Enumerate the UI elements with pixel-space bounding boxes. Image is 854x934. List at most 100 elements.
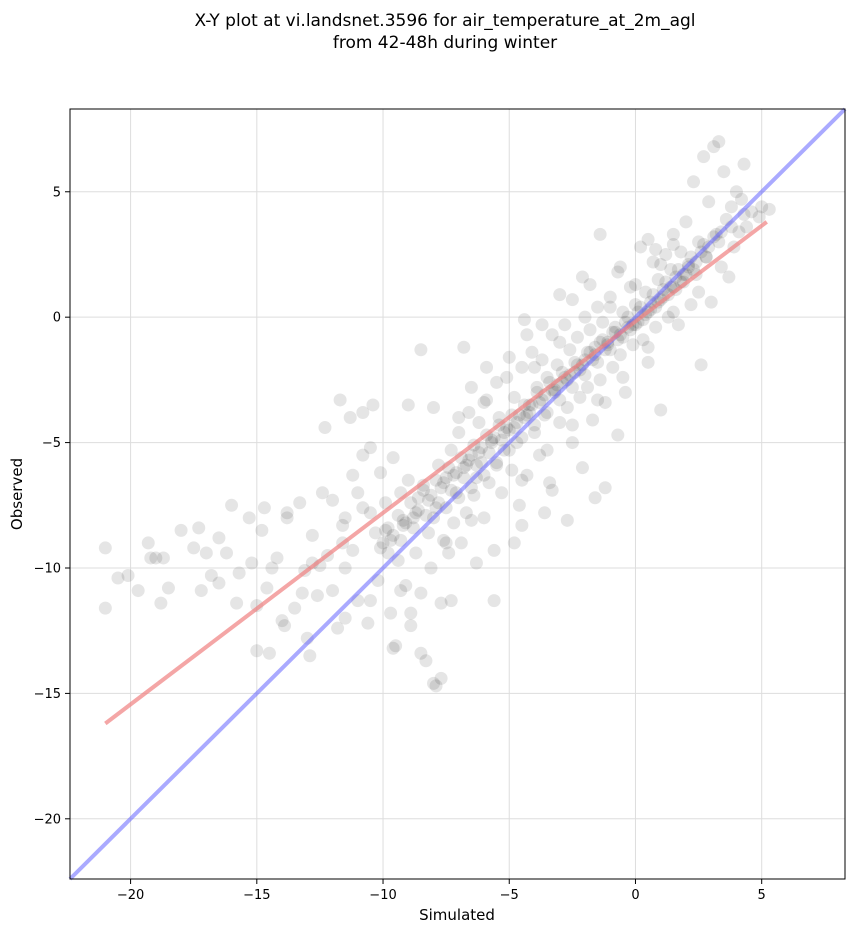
data-point — [427, 400, 441, 414]
data-point — [692, 285, 706, 299]
data-point — [520, 328, 534, 342]
x-tick-label: 0 — [631, 888, 639, 903]
y-tick-label: 0 — [53, 311, 61, 326]
data-point — [596, 315, 610, 329]
data-point — [593, 227, 607, 241]
data-point — [250, 644, 264, 658]
data-point — [444, 483, 458, 497]
data-point — [280, 506, 294, 520]
data-point — [583, 278, 597, 292]
data-point — [527, 426, 541, 440]
data-point — [565, 293, 579, 307]
data-point — [396, 513, 410, 527]
data-point — [411, 503, 425, 517]
data-point — [462, 405, 476, 419]
data-point — [384, 533, 398, 547]
data-point — [565, 436, 579, 450]
data-point — [326, 584, 340, 598]
data-point — [581, 380, 595, 394]
data-point — [586, 413, 600, 427]
data-point — [654, 258, 668, 272]
data-point — [245, 556, 259, 570]
data-point — [485, 436, 499, 450]
data-point — [732, 225, 746, 239]
data-point — [570, 330, 584, 344]
data-point — [447, 516, 461, 530]
data-point — [646, 255, 660, 269]
data-point — [651, 273, 665, 287]
data-point — [363, 441, 377, 455]
data-point — [386, 528, 400, 542]
data-point — [437, 476, 451, 490]
data-point — [212, 531, 226, 545]
data-point — [687, 175, 701, 189]
data-point — [414, 586, 428, 600]
data-point — [220, 546, 234, 560]
data-point — [611, 428, 625, 442]
data-point — [366, 398, 380, 412]
y-tick-label: −15 — [34, 687, 61, 702]
data-point — [469, 556, 483, 570]
data-point — [351, 486, 365, 500]
data-point — [507, 536, 521, 550]
data-point — [575, 461, 589, 475]
y-axis-label: Observed — [8, 458, 26, 530]
data-point — [613, 348, 627, 362]
data-point — [338, 611, 352, 625]
data-point — [303, 649, 317, 663]
data-point — [230, 596, 244, 610]
data-point — [530, 380, 544, 394]
data-point — [404, 496, 418, 510]
data-point — [406, 521, 420, 535]
x-tick-label: −5 — [500, 888, 519, 903]
chart-title-line-2: from 42-48h during winter — [333, 33, 557, 53]
data-point — [583, 323, 597, 337]
data-point — [333, 393, 347, 407]
data-point — [346, 543, 360, 557]
data-point — [661, 310, 675, 324]
data-point — [474, 441, 488, 455]
chart-title-line-1: X-Y plot at vi.landsnet.3596 for air_tem… — [194, 11, 695, 31]
data-point — [346, 468, 360, 482]
data-point — [376, 536, 390, 550]
data-point — [472, 416, 486, 430]
data-point — [533, 448, 547, 462]
data-point — [490, 375, 504, 389]
data-point — [275, 614, 289, 628]
data-point — [553, 335, 567, 349]
data-point — [310, 589, 324, 603]
data-point — [543, 476, 557, 490]
data-point — [401, 398, 415, 412]
data-point — [628, 298, 642, 312]
data-point — [527, 360, 541, 374]
data-point — [563, 343, 577, 357]
data-point — [429, 679, 443, 693]
data-point — [699, 250, 713, 264]
data-point — [149, 551, 163, 565]
x-tick-label: −10 — [369, 888, 396, 903]
data-point — [401, 473, 415, 487]
x-tick-label: −15 — [243, 888, 270, 903]
data-point — [454, 536, 468, 550]
x-tick-label: 5 — [758, 888, 766, 903]
data-point — [593, 373, 607, 387]
data-point — [260, 581, 274, 595]
data-point — [477, 511, 491, 525]
data-point — [649, 320, 663, 334]
data-point — [704, 295, 718, 309]
data-point — [545, 483, 559, 497]
plot-frame — [69, 108, 846, 880]
y-tick-label: −10 — [34, 561, 61, 576]
data-point — [318, 421, 332, 435]
data-point — [427, 676, 441, 690]
data-point — [515, 518, 529, 532]
data-point — [98, 601, 112, 615]
data-point — [666, 305, 680, 319]
data-point — [692, 235, 706, 249]
data-point — [603, 300, 617, 314]
data-point — [265, 561, 279, 575]
data-point — [338, 511, 352, 525]
data-point — [467, 488, 481, 502]
data-point — [419, 508, 433, 522]
data-point — [278, 619, 292, 633]
